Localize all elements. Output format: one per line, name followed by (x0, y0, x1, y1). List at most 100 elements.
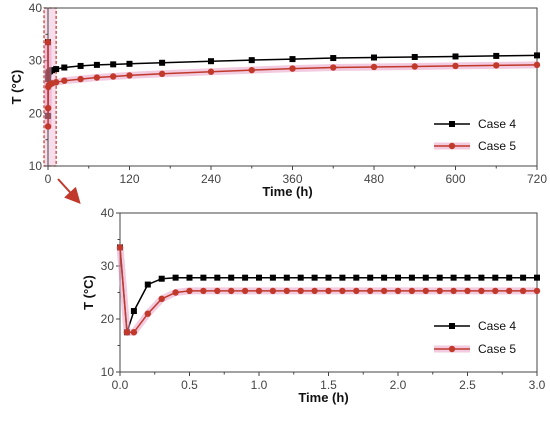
data-point (492, 274, 499, 281)
data-point (533, 61, 541, 69)
legend: Case 4 Case 5 (434, 319, 516, 356)
data-point (519, 287, 527, 295)
data-point (77, 75, 84, 83)
data-point (297, 287, 304, 295)
x-tick-label: 120 (119, 172, 139, 186)
x-tick-label: 600 (445, 172, 465, 186)
data-point (61, 77, 68, 84)
legend-marker (449, 121, 455, 127)
x-axis-title: Time (h) (262, 184, 312, 199)
data-point (339, 287, 346, 295)
data-point (214, 274, 221, 281)
data-point (228, 287, 235, 295)
legend-label: Case 4 (478, 319, 516, 333)
data-point (61, 64, 68, 71)
data-point (339, 274, 346, 281)
y-tick-label: 20 (101, 312, 115, 326)
data-point (436, 274, 443, 281)
legend-marker (448, 345, 456, 353)
data-point (452, 53, 459, 60)
data-point (452, 62, 459, 70)
data-point (450, 287, 457, 295)
data-point (44, 104, 52, 112)
data-point (311, 274, 318, 281)
data-point (370, 63, 378, 71)
data-point (44, 39, 52, 46)
data-point (158, 295, 165, 303)
data-point (207, 68, 215, 75)
x-tick-label: 360 (282, 172, 302, 186)
data-point (200, 274, 207, 281)
data-point (200, 287, 207, 295)
y-axis-title: T (°C) (9, 70, 24, 105)
data-point (371, 54, 377, 61)
x-tick-label: 1.5 (320, 378, 337, 392)
data-point (411, 63, 418, 70)
data-point (144, 310, 151, 317)
data-point (506, 274, 513, 281)
data-point (289, 65, 296, 72)
data-point (311, 287, 318, 295)
data-point (123, 329, 131, 336)
series-case-4 (117, 244, 540, 336)
x-tick-label: 0 (45, 172, 52, 186)
data-point (506, 287, 513, 295)
data-point (395, 274, 401, 281)
data-point (353, 274, 360, 281)
data-point (130, 308, 137, 315)
data-point (241, 287, 249, 295)
data-point (186, 274, 193, 281)
data-point (422, 287, 429, 295)
data-point (353, 287, 360, 295)
x-tick-label: 1.0 (251, 378, 268, 392)
data-point (49, 67, 56, 74)
data-point (330, 55, 337, 62)
data-point (325, 274, 332, 281)
data-point (283, 274, 290, 281)
data-point (325, 287, 332, 295)
data-point (534, 274, 540, 281)
data-point (534, 52, 540, 59)
data-point (533, 287, 541, 295)
data-point (130, 329, 138, 336)
data-point (450, 274, 457, 281)
y-tick-label: 40 (29, 1, 43, 15)
x-axis-title: Time (h) (298, 390, 348, 405)
y-axis-title: T (°C) (81, 275, 96, 310)
x-tick-label: 0.0 (112, 378, 129, 392)
series-case-5 (116, 244, 541, 336)
data-point (269, 287, 277, 295)
data-point (214, 287, 221, 295)
data-point (44, 123, 52, 130)
data-point (93, 74, 101, 81)
y-tick-label: 30 (101, 259, 115, 273)
data-point (110, 73, 117, 80)
data-point (297, 274, 304, 281)
zoom-arrow (57, 178, 81, 204)
series-band (44, 42, 538, 130)
data-point (380, 287, 388, 295)
series-line (47, 42, 538, 127)
data-point (126, 60, 133, 67)
data-point (464, 287, 471, 295)
data-point (93, 61, 100, 68)
data-point (208, 58, 214, 65)
chart-top-overview: 0 120 240 360 480 600 720 10 20 30 40 Time (h) T (°C… (9, 1, 547, 199)
data-point (269, 274, 276, 281)
data-point (411, 53, 418, 60)
data-point (186, 287, 193, 295)
data-point (172, 289, 179, 296)
y-tick-label: 10 (101, 365, 115, 379)
data-point (408, 287, 416, 295)
data-point (422, 274, 429, 281)
data-point (256, 274, 262, 281)
legend-label: Case 5 (478, 342, 516, 356)
data-point (330, 64, 337, 71)
y-tick-label: 40 (101, 206, 115, 220)
x-tick-label: 480 (364, 172, 384, 186)
plot-frame (47, 7, 538, 167)
data-point (126, 72, 133, 79)
data-point (248, 66, 255, 74)
data-point (77, 62, 84, 69)
